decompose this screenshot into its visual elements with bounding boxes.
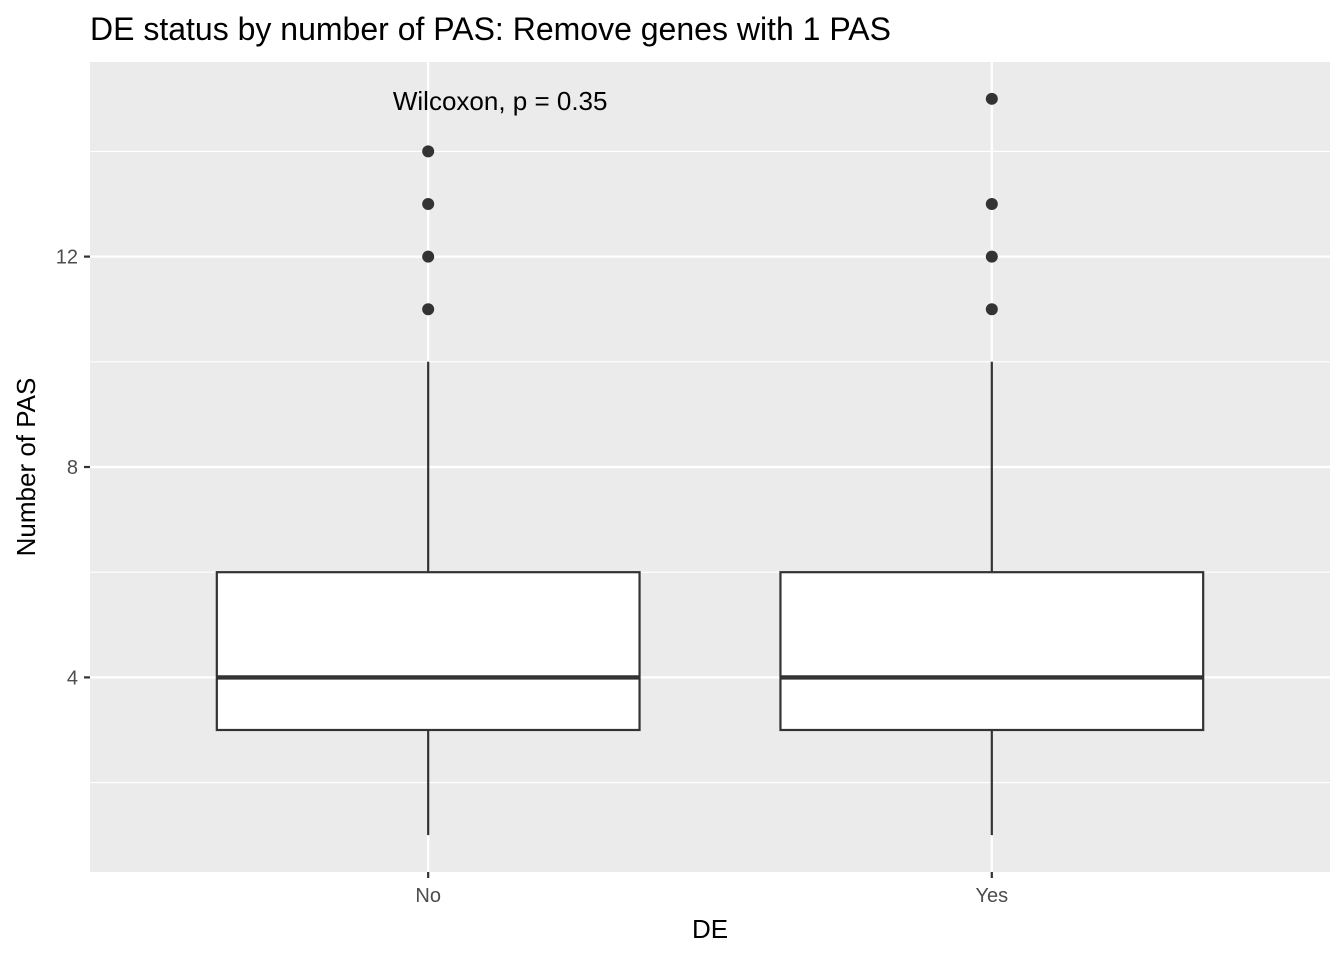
- y-axis-title: Number of PAS: [11, 378, 41, 557]
- outlier-point: [422, 250, 435, 263]
- iqr-box: [215, 571, 641, 732]
- outlier-point: [985, 303, 998, 316]
- outlier-point: [985, 198, 998, 211]
- iqr-box: [779, 571, 1205, 732]
- y-tick-label: 8: [67, 457, 78, 479]
- chart-title: DE status by number of PAS: Remove genes…: [90, 11, 891, 47]
- x-axis-title: DE: [692, 914, 728, 944]
- box-no: [215, 145, 641, 836]
- outlier-point: [422, 303, 435, 316]
- outlier-point: [985, 92, 998, 105]
- y-tick-label: 4: [67, 667, 78, 689]
- outlier-point: [985, 250, 998, 263]
- outlier-point: [422, 198, 435, 211]
- y-tick-label: 12: [56, 247, 78, 269]
- outlier-point: [422, 145, 435, 158]
- box-group: [215, 92, 1205, 836]
- box-yes: [779, 92, 1205, 836]
- x-tick-label: Yes: [975, 885, 1008, 907]
- wilcoxon-annotation: Wilcoxon, p = 0.35: [393, 86, 608, 116]
- x-tick-label: No: [415, 885, 441, 907]
- grid-lines: [90, 62, 1330, 872]
- axes: 4 8 12 No Yes: [56, 247, 1008, 907]
